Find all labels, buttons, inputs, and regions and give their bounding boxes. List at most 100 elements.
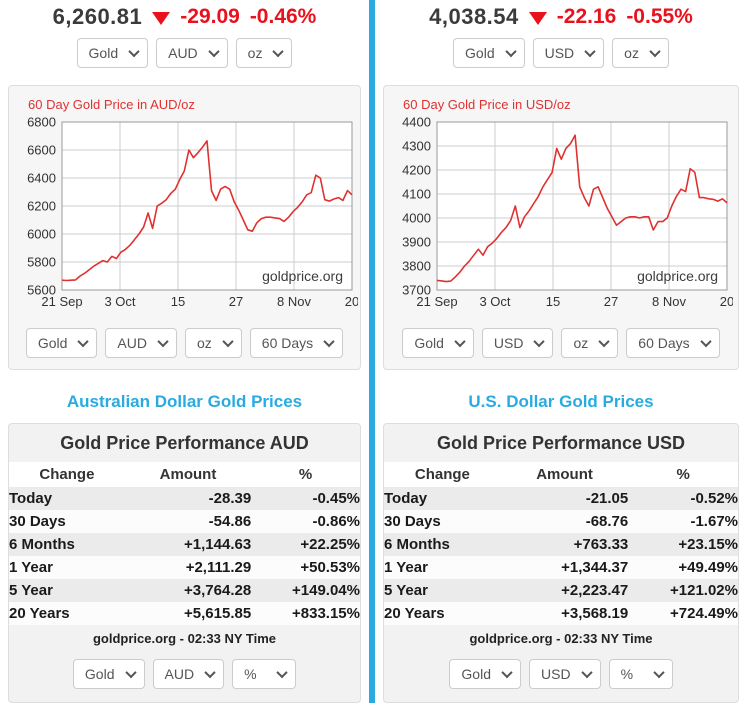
metal-select-label: Gold <box>414 335 444 351</box>
svg-text:27: 27 <box>604 294 618 309</box>
unit-select[interactable]: oz <box>612 38 669 68</box>
display-select-label: % <box>244 666 257 682</box>
row-pct: +23.15% <box>628 533 738 556</box>
svg-text:goldprice.org: goldprice.org <box>637 268 718 284</box>
table-title: Gold Price Performance AUD <box>60 433 309 453</box>
price-change-pct: -0.55% <box>626 5 693 28</box>
metal-select[interactable]: Gold <box>72 659 145 689</box>
row-pct: +50.53% <box>251 556 360 579</box>
svg-text:4100: 4100 <box>402 187 431 202</box>
row-amount: -28.39 <box>124 487 252 510</box>
svg-text:21 Sep: 21 Sep <box>416 294 457 309</box>
usd-column: 4,038.54 -22.16 -0.55% Gold USD oz 60 Da… <box>375 0 747 703</box>
unit-select-label: oz <box>624 45 639 61</box>
currency-select[interactable]: USD <box>532 38 605 68</box>
price-change-pct: -0.46% <box>249 5 317 28</box>
svg-text:3700: 3700 <box>402 283 431 298</box>
unit-select-label: oz <box>573 335 589 351</box>
chevron-down-icon <box>504 45 517 58</box>
usd-bottom-selects: Gold USD % <box>384 653 738 702</box>
chevron-down-icon <box>454 335 466 348</box>
chevron-down-icon <box>649 45 661 58</box>
chevron-down-icon <box>204 666 216 679</box>
chevron-down-icon <box>124 666 137 679</box>
table-row: Today -21.05 -0.52% <box>384 487 738 510</box>
row-pct: +22.25% <box>251 533 360 556</box>
price-value: 4,038.54 <box>429 4 519 29</box>
display-select-label: % <box>620 666 634 682</box>
down-arrow-icon <box>152 11 171 25</box>
table-row: Today -28.39 -0.45% <box>9 487 360 510</box>
usd-performance-panel: Gold Price Performance USD Change Amount… <box>383 423 739 703</box>
table-row: 1 Year +2,111.29 +50.53% <box>9 556 360 579</box>
aud-column: 6,260.81 -29.09 -0.46% Gold AUD oz 60 Da… <box>0 0 369 703</box>
row-amount: +763.33 <box>500 533 629 556</box>
metal-select-label: Gold <box>88 45 119 61</box>
period-select[interactable]: 60 Days <box>626 328 720 358</box>
row-label: 30 Days <box>9 510 125 533</box>
row-label: 30 Days <box>384 510 501 533</box>
currency-select[interactable]: AUD <box>156 38 228 68</box>
row-amount: -54.86 <box>124 510 252 533</box>
row-amount: -68.76 <box>500 510 629 533</box>
display-select[interactable]: % <box>232 659 297 689</box>
period-select-label: 60 Days <box>638 335 690 351</box>
performance-table: Change Amount % Today -28.39 -0.45% 30 Day… <box>9 462 360 625</box>
currency-select-label: USD <box>493 335 524 351</box>
currency-select-label: AUD <box>164 666 195 682</box>
down-arrow-icon <box>528 11 547 25</box>
row-pct: +121.02% <box>628 579 738 602</box>
row-pct: +724.49% <box>628 602 738 625</box>
usd-chart-selects: Gold USD oz 60 Days <box>391 328 731 358</box>
currency-select-label: AUD <box>117 335 147 351</box>
chevron-down-icon <box>580 666 593 679</box>
metal-select[interactable]: Gold <box>449 659 521 689</box>
currency-select[interactable]: USD <box>481 328 554 358</box>
table-row: 5 Year +2,223.47 +121.02% <box>384 579 738 602</box>
chevron-down-icon <box>584 45 596 58</box>
unit-select[interactable]: oz <box>184 328 242 358</box>
svg-text:6400: 6400 <box>27 171 56 186</box>
svg-text:6600: 6600 <box>27 143 56 158</box>
row-pct: +149.04% <box>251 579 360 602</box>
table-row: 20 Years +5,615.85 +833.15% <box>9 602 360 625</box>
row-amount: +3,764.28 <box>124 579 252 602</box>
table-header-row: Change Amount % <box>9 462 360 487</box>
table-row: 30 Days -54.86 -0.86% <box>9 510 360 533</box>
metal-select[interactable]: Gold <box>402 328 474 358</box>
usd-section-heading: U.S. Dollar Gold Prices <box>468 392 654 411</box>
period-select[interactable]: 60 Days <box>249 328 344 358</box>
currency-select[interactable]: USD <box>529 659 601 689</box>
display-select[interactable]: % <box>608 659 673 689</box>
metal-select[interactable]: Gold <box>453 38 525 68</box>
metal-select-label: Gold <box>465 45 495 61</box>
chevron-down-icon <box>77 335 90 348</box>
col-header-amount: Amount <box>500 462 629 487</box>
col-header-pct: % <box>628 462 738 487</box>
table-row: 6 Months +763.33 +23.15% <box>384 533 738 556</box>
performance-table: Change Amount % Today -21.05 -0.52% 30 Day… <box>384 462 738 625</box>
svg-text:6000: 6000 <box>27 227 56 242</box>
col-header-change: Change <box>384 462 501 487</box>
currency-select[interactable]: AUD <box>105 328 177 358</box>
price-change: -29.09 <box>180 5 240 28</box>
metal-select-label: Gold <box>461 666 491 682</box>
aud-price-header: 6,260.81 -29.09 -0.46% <box>0 2 369 32</box>
svg-text:27: 27 <box>229 294 243 309</box>
chevron-down-icon <box>272 45 285 58</box>
row-label: 20 Years <box>9 602 125 625</box>
metal-select-label: Gold <box>84 666 115 682</box>
row-amount: +5,615.85 <box>124 602 252 625</box>
metal-select[interactable]: Gold <box>25 328 98 358</box>
svg-text:21 Sep: 21 Sep <box>41 294 82 309</box>
unit-select[interactable]: oz <box>561 328 619 358</box>
row-label: Today <box>384 487 501 510</box>
chevron-down-icon <box>598 335 610 348</box>
row-label: 1 Year <box>9 556 125 579</box>
currency-select[interactable]: AUD <box>152 659 225 689</box>
metal-select[interactable]: Gold <box>76 38 149 68</box>
unit-select[interactable]: oz <box>235 38 293 68</box>
svg-text:15: 15 <box>546 294 560 309</box>
row-amount: +1,344.37 <box>500 556 629 579</box>
row-label: 5 Year <box>384 579 501 602</box>
